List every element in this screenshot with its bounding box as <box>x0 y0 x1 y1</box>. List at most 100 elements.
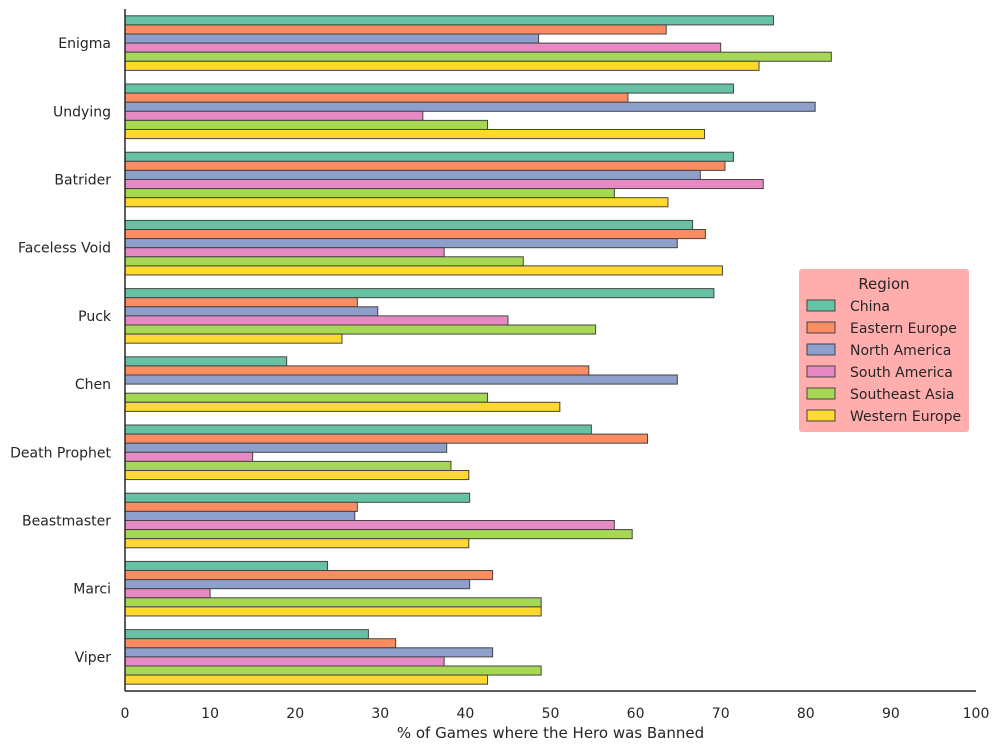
bar-puck-eastern-europe <box>124 297 358 308</box>
bar-chen-eastern-europe <box>124 365 590 376</box>
ticks-layer: 0 10 20 30 40 50 60 70 80 90 100 <box>121 706 990 722</box>
bar-chen-china <box>124 356 288 367</box>
x-tick-label-80: 80 <box>797 706 815 722</box>
bar-death-prophet-south-america <box>124 451 254 462</box>
bar-enigma-eastern-europe <box>124 24 667 35</box>
category-label-puck: Puck <box>78 309 112 325</box>
bar-death-prophet-eastern-europe <box>124 433 649 444</box>
category-label-death-prophet: Death Prophet <box>10 445 111 461</box>
x-tick-label-90: 90 <box>882 706 900 722</box>
bar-beastmaster-eastern-europe <box>124 501 358 512</box>
bars-layer <box>124 15 832 685</box>
bar-puck-north-america <box>124 306 379 317</box>
category-label-chen: Chen <box>75 377 111 393</box>
bar-death-prophet-western-europe <box>124 469 470 481</box>
x-tick-label-60: 60 <box>627 706 645 722</box>
bar-batrider-western-europe <box>124 197 669 208</box>
bar-undying-north-america <box>124 101 816 112</box>
bar-viper-south-america <box>124 656 445 667</box>
bar-enigma-western-europe <box>124 60 760 71</box>
category-label-batrider: Batrider <box>54 173 111 189</box>
bar-puck-southeast-asia <box>124 324 597 335</box>
axes-layer <box>124 9 976 692</box>
x-tick-label-50: 50 <box>542 706 560 722</box>
bar-batrider-china <box>124 151 734 162</box>
bar-faceless-void-western-europe <box>124 265 723 276</box>
bar-enigma-south-america <box>124 42 722 53</box>
bar-undying-western-europe <box>124 128 706 140</box>
bar-batrider-eastern-europe <box>124 160 726 171</box>
bar-puck-china <box>124 288 715 299</box>
category-label-beastmaster: Beastmaster <box>22 514 111 530</box>
bar-chen-western-europe <box>124 401 561 412</box>
bar-faceless-void-china <box>124 219 694 231</box>
x-tick-label-20: 20 <box>286 706 304 722</box>
bar-puck-western-europe <box>124 333 343 344</box>
legend-swatch-western-europe <box>806 409 836 422</box>
x-axis-title: % of Games where the Hero was Banned <box>397 724 704 742</box>
bar-chen-north-america <box>124 374 678 385</box>
x-tick-label-0: 0 <box>121 706 130 722</box>
category-label-viper: Viper <box>75 650 112 666</box>
bar-beastmaster-southeast-asia <box>124 529 633 540</box>
bar-undying-southeast-asia <box>124 119 489 130</box>
bar-enigma-china <box>124 15 774 26</box>
bar-viper-southeast-asia <box>124 665 542 676</box>
bar-undying-south-america <box>124 110 424 121</box>
category-label-enigma: Enigma <box>58 36 111 52</box>
bar-viper-eastern-europe <box>124 638 397 649</box>
bar-beastmaster-western-europe <box>124 538 470 549</box>
bar-faceless-void-eastern-europe <box>124 229 706 240</box>
legend-swatch-north-america <box>806 343 836 356</box>
legend-label-southeast-asia: Southeast Asia <box>850 387 954 403</box>
legend-swatch-southeast-asia <box>806 387 836 400</box>
bar-faceless-void-southeast-asia <box>124 256 524 267</box>
x-tick-label-40: 40 <box>456 706 474 722</box>
bar-viper-north-america <box>124 647 494 658</box>
bar-marci-western-europe <box>124 606 542 617</box>
legend-label-south-america: South America <box>850 365 953 381</box>
bar-beastmaster-china <box>124 492 471 503</box>
bar-enigma-north-america <box>124 33 540 44</box>
bar-puck-south-america <box>124 315 509 326</box>
legend-box <box>799 269 969 432</box>
bar-death-prophet-southeast-asia <box>124 460 452 471</box>
bar-viper-china <box>124 629 369 640</box>
bar-faceless-void-north-america <box>124 238 678 249</box>
category-label-undying: Undying <box>53 104 111 120</box>
category-label-marci: Marci <box>73 582 111 598</box>
legend-swatch-south-america <box>806 365 836 378</box>
bar-beastmaster-south-america <box>124 520 615 531</box>
bar-undying-eastern-europe <box>124 92 629 103</box>
bar-batrider-north-america <box>124 169 701 181</box>
bar-marci-north-america <box>124 579 471 590</box>
bar-batrider-southeast-asia <box>124 188 615 199</box>
bar-chen-southeast-asia <box>124 392 489 403</box>
bar-death-prophet-china <box>124 424 592 435</box>
legend-swatch-china <box>806 299 836 312</box>
x-tick-label-10: 10 <box>201 706 219 722</box>
bar-beastmaster-north-america <box>124 510 356 522</box>
bar-batrider-south-america <box>124 179 764 190</box>
x-tick-label-70: 70 <box>712 706 730 722</box>
bar-faceless-void-south-america <box>124 247 445 258</box>
category-label-faceless-void: Faceless Void <box>18 241 111 257</box>
legend-swatch-eastern-europe <box>806 321 836 334</box>
bar-marci-china <box>124 560 329 572</box>
legend-label-eastern-europe: Eastern Europe <box>850 321 957 337</box>
bar-marci-southeast-asia <box>124 597 542 608</box>
legend-items: China Eastern Europe North America South Am… <box>806 299 961 425</box>
bar-viper-western-europe <box>124 674 489 685</box>
x-tick-label-100: 100 <box>963 706 990 722</box>
bar-death-prophet-north-america <box>124 442 448 453</box>
legend: Region China Eastern Europe North America S… <box>799 269 969 432</box>
legend-label-china: China <box>850 299 890 315</box>
legend-label-western-europe: Western Europe <box>850 409 961 425</box>
bar-undying-china <box>124 83 734 94</box>
bar-enigma-southeast-asia <box>124 51 832 62</box>
bar-marci-eastern-europe <box>124 570 494 581</box>
bar-marci-south-america <box>124 588 211 599</box>
category-labels: Enigma Undying Batrider Faceless Void Puck Ch… <box>10 36 112 666</box>
legend-title: Region <box>858 275 909 293</box>
